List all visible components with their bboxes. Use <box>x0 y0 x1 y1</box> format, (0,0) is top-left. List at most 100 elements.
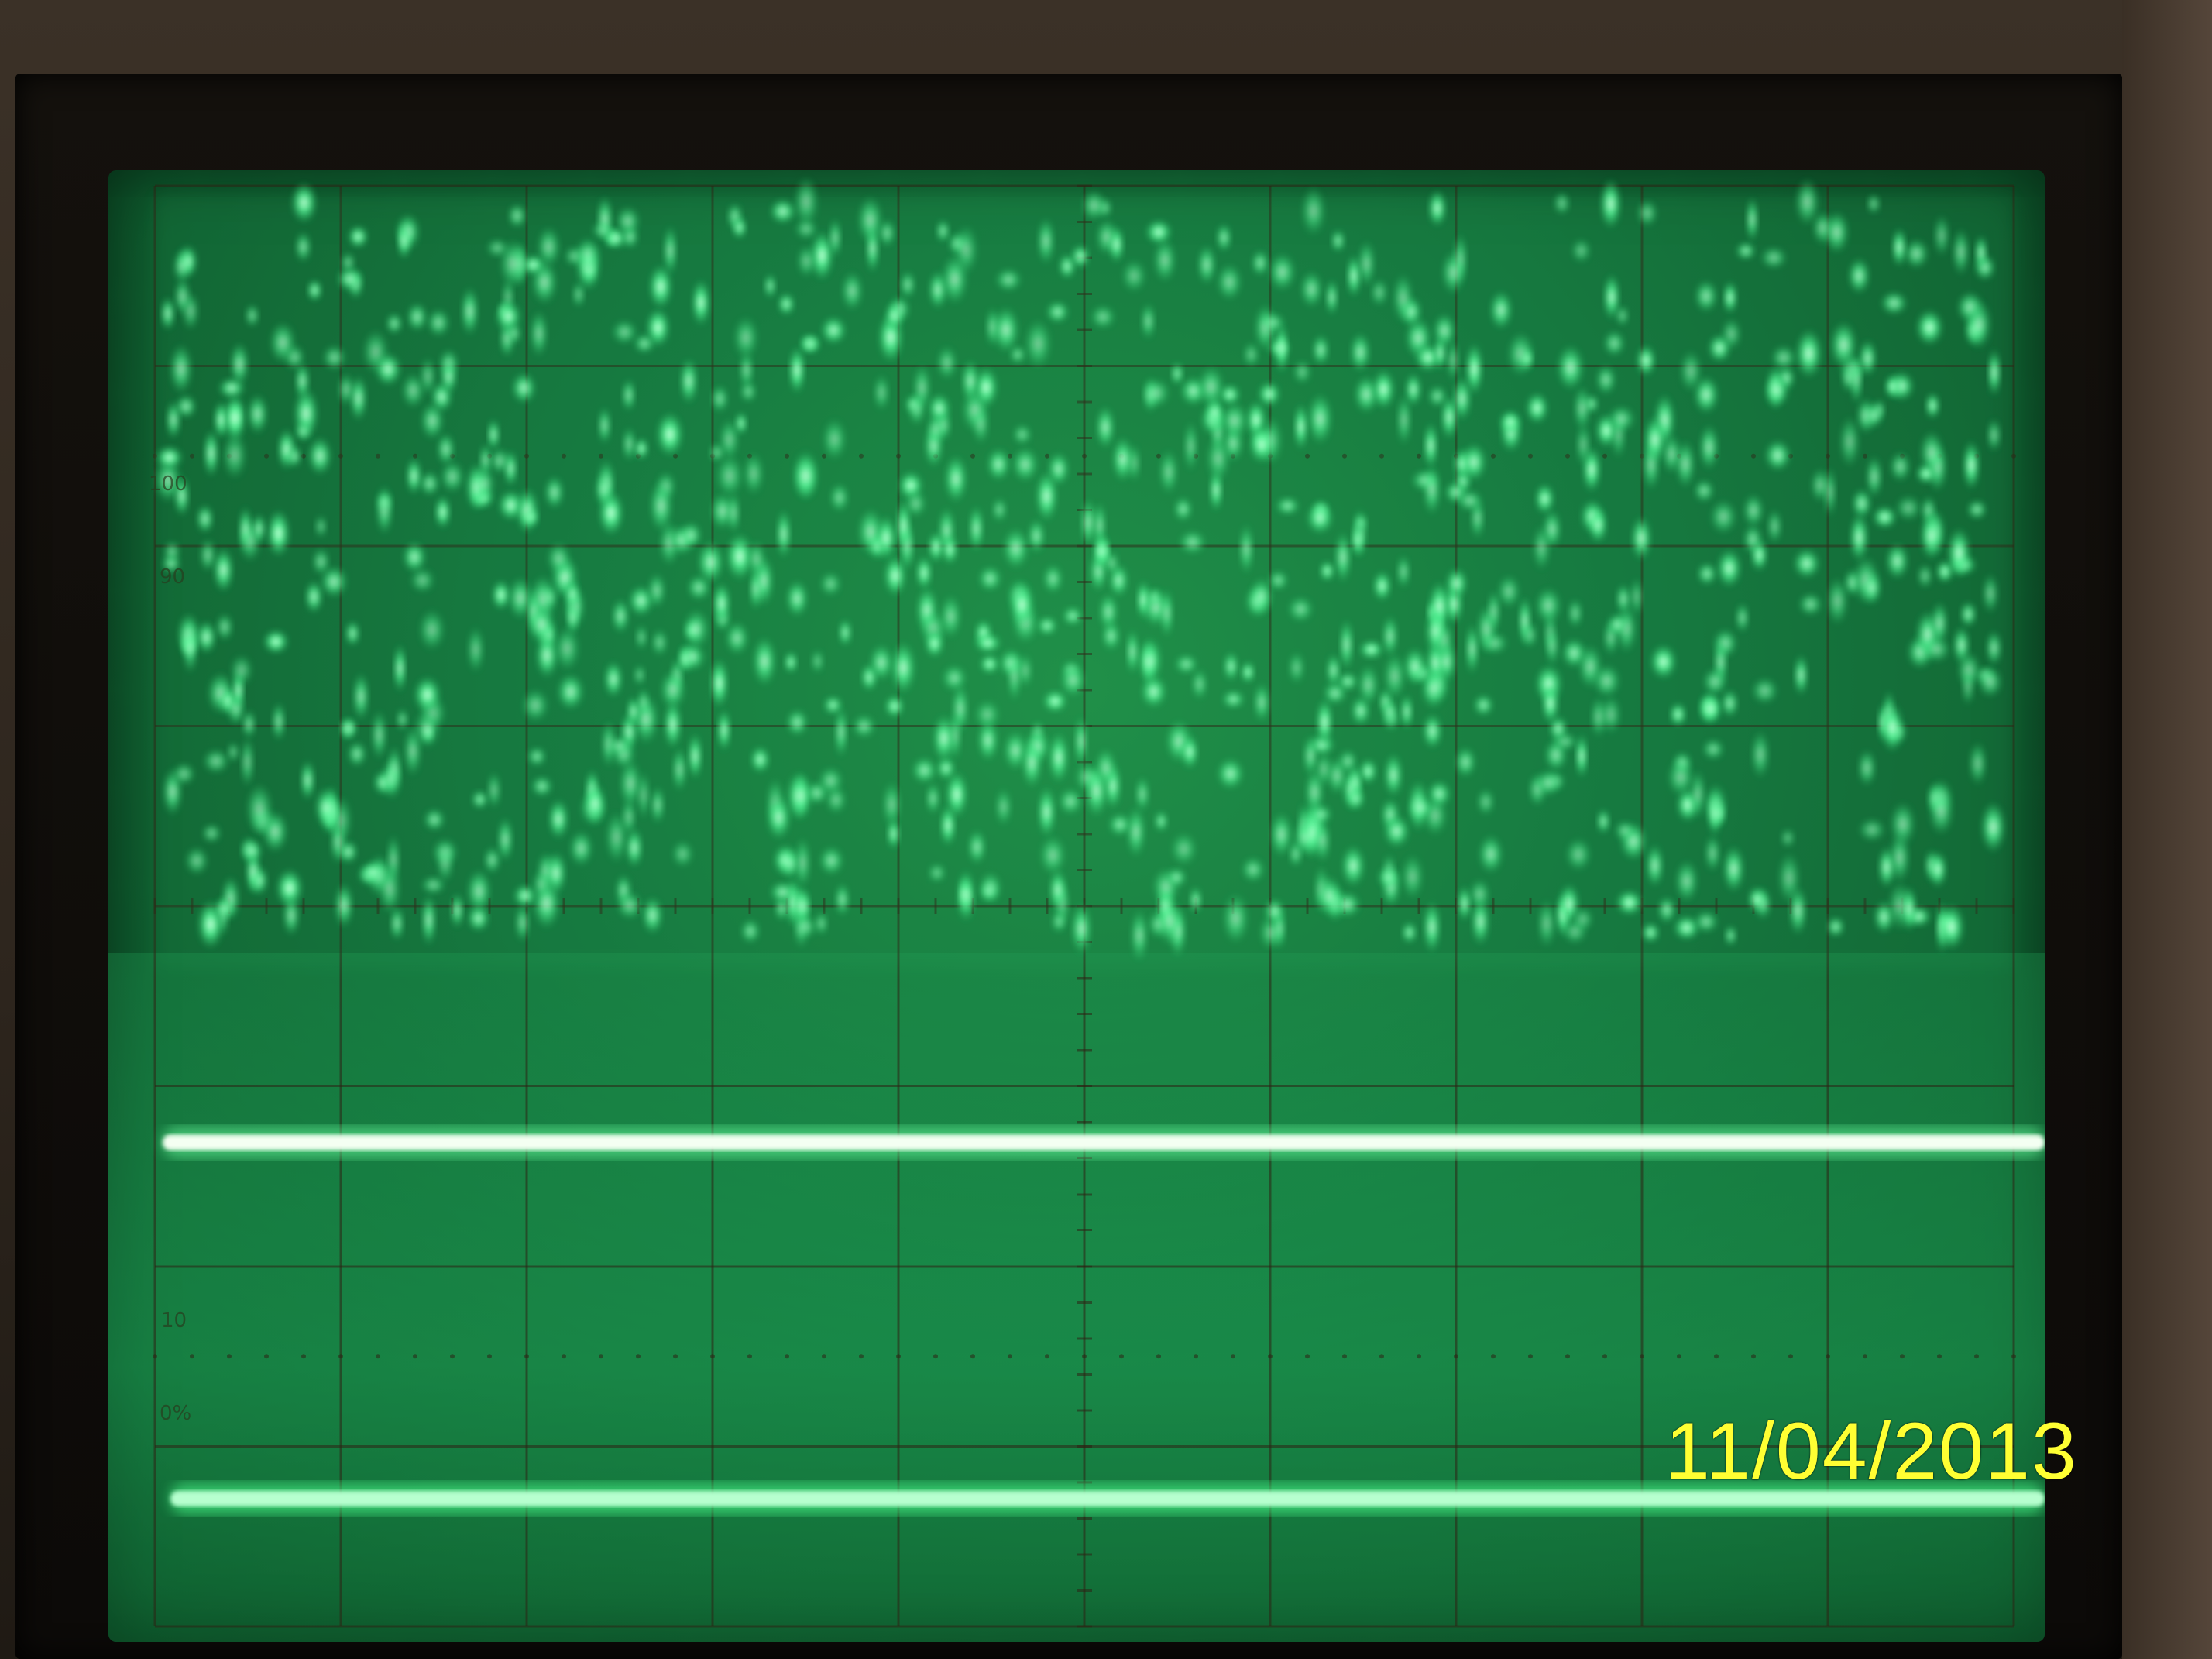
noise-spot <box>1159 588 1174 638</box>
noise-spot <box>1420 668 1447 709</box>
noise-spot <box>1810 468 1829 503</box>
noise-spot <box>173 276 191 316</box>
noise-spot <box>927 863 946 883</box>
graticule-label-0: 0% <box>160 1402 192 1425</box>
noise-spot <box>1764 375 1791 407</box>
noise-spot <box>418 609 445 651</box>
noise-spot <box>1090 304 1116 329</box>
noise-spot <box>1274 322 1289 373</box>
noise-spot <box>1595 364 1616 395</box>
noise-spot <box>622 426 636 462</box>
noise-spot <box>427 308 451 337</box>
noise-spot <box>678 644 692 674</box>
noise-spot <box>413 709 441 749</box>
noise-spot <box>1697 562 1717 586</box>
noise-spot <box>793 176 819 228</box>
noise-spot <box>1264 898 1285 925</box>
noise-spot <box>1081 190 1107 222</box>
noise-spot <box>202 748 230 774</box>
noise-spot <box>1241 857 1266 883</box>
noise-spot <box>1933 214 1950 257</box>
noise-spot <box>300 760 315 801</box>
noise-spot <box>1489 290 1513 330</box>
noise-spot <box>1674 860 1698 902</box>
noise-spot <box>1938 903 1965 950</box>
graticule-dot <box>1751 1354 1756 1359</box>
noise-spot <box>1657 896 1676 924</box>
noise-spot <box>875 515 897 561</box>
noise-spot <box>213 897 235 920</box>
noise-spot <box>1891 227 1907 267</box>
noise-spot <box>1746 196 1759 242</box>
noise-spot <box>242 709 256 739</box>
noise-spot <box>626 696 641 727</box>
noise-spot <box>1341 845 1365 887</box>
noise-spot <box>1434 335 1447 371</box>
noise-spot <box>928 531 945 563</box>
noise-spot <box>496 816 514 863</box>
noise-spot <box>1630 577 1644 617</box>
noise-spot <box>1288 651 1305 685</box>
noise-spot <box>1048 732 1069 784</box>
noise-spot <box>1312 334 1330 366</box>
noise-spot <box>1180 734 1199 769</box>
noise-spot <box>466 626 485 673</box>
noise-spot <box>1452 376 1472 421</box>
noise-spot <box>1307 393 1333 445</box>
noise-spot <box>979 654 1000 675</box>
noise-spot <box>1880 291 1908 315</box>
noise-spot <box>1985 630 2002 666</box>
noise-spot <box>1534 483 1555 514</box>
graticule-dot <box>1417 1354 1421 1359</box>
noise-spot <box>1358 758 1377 785</box>
noise-spot <box>554 626 580 672</box>
noise-spot <box>330 820 346 864</box>
noise-spot <box>749 567 763 611</box>
noise-spot <box>603 661 623 698</box>
noise-spot <box>1403 647 1427 686</box>
noise-spot <box>1861 570 1882 606</box>
noise-spot <box>692 279 710 326</box>
noise-spot <box>1636 344 1656 376</box>
noise-spot <box>926 782 940 815</box>
noise-spot <box>717 709 731 751</box>
noise-spot <box>314 515 328 538</box>
noise-spot <box>1850 512 1869 562</box>
noise-spot <box>895 499 912 552</box>
noise-spot <box>1293 403 1308 450</box>
noise-spot <box>1599 178 1622 229</box>
noise-spot <box>1694 280 1718 313</box>
noise-spot <box>406 457 422 495</box>
noise-spot <box>769 881 796 904</box>
noise-spot <box>1915 309 1944 346</box>
noise-spot <box>1795 177 1820 226</box>
noise-spot <box>1747 886 1767 912</box>
noise-spot <box>1455 747 1476 778</box>
noise-spot <box>507 203 527 228</box>
noise-spot <box>594 472 613 507</box>
noise-spot <box>437 432 455 466</box>
noise-spot <box>1051 910 1067 933</box>
graticule-dot <box>190 1354 194 1359</box>
noise-spot <box>307 436 332 476</box>
noise-spot <box>1724 925 1737 946</box>
noise-spot <box>1331 228 1346 252</box>
noise-spot <box>294 421 312 442</box>
noise-spot <box>786 709 809 737</box>
noise-spot <box>1251 249 1269 276</box>
noise-spot <box>173 475 190 517</box>
noise-spot <box>1987 418 2001 452</box>
graticule-dot <box>1305 1354 1310 1359</box>
noise-spot <box>869 644 894 682</box>
noise-spot <box>740 919 761 943</box>
noise-spot <box>936 756 956 780</box>
noise-spot <box>1216 757 1245 790</box>
noise-spot <box>625 827 644 868</box>
noise-spot <box>740 380 757 403</box>
noise-spot <box>1346 254 1362 298</box>
noise-spot <box>819 572 842 596</box>
noise-spot <box>1456 489 1483 512</box>
noise-spot <box>1022 737 1042 788</box>
noise-spot <box>857 195 884 245</box>
noise-spot <box>434 495 451 529</box>
